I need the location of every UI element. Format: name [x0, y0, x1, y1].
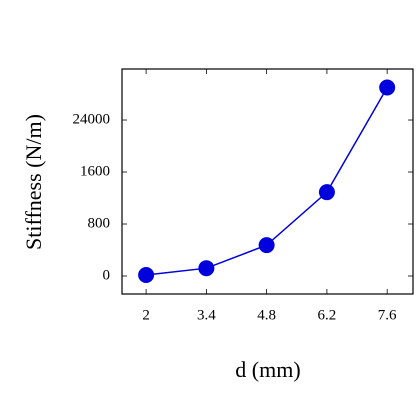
y-axis-label: Stiffness (N/m): [21, 114, 46, 250]
marker: [258, 237, 275, 254]
marker: [318, 184, 335, 201]
y-tick-label: 800: [88, 215, 111, 231]
marker: [138, 267, 155, 284]
marker: [198, 260, 215, 277]
x-tick-label: 7.6: [378, 307, 397, 323]
plot-frame: [121, 68, 414, 295]
marker: [379, 79, 396, 96]
y-tick-label: 0: [103, 267, 111, 283]
y-tick-label: 24000: [73, 111, 111, 127]
x-tick-label: 6.2: [318, 307, 337, 323]
x-tick-label: 3.4: [197, 307, 216, 323]
y-tick-label: 1600: [80, 163, 110, 179]
x-tick-label: 2: [142, 307, 150, 323]
x-axis-label: d (mm): [235, 357, 300, 382]
x-tick-label: 4.8: [257, 307, 276, 323]
